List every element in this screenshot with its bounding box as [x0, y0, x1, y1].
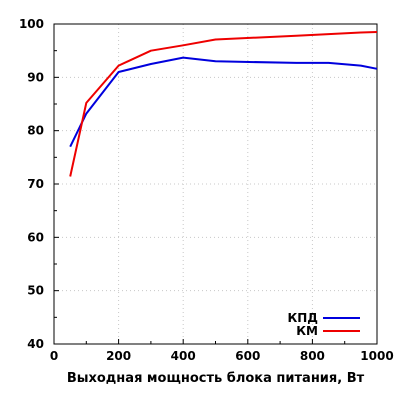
ticks — [53, 23, 378, 345]
x-tick-label: 1000 — [360, 349, 393, 363]
legend-label-2: КМ — [296, 324, 318, 338]
y-tick-label: 50 — [27, 284, 44, 298]
y-tick-label: 100 — [19, 17, 44, 31]
y-tick-label: 90 — [27, 70, 44, 84]
x-axis-title: Выходная мощность блока питания, Вт — [67, 371, 365, 386]
x-tick-label: 400 — [171, 349, 196, 363]
series — [69, 31, 378, 177]
y-tick-label: 40 — [27, 337, 44, 351]
tick-labels: 0 200 400 600 800 1000 40 50 60 70 80 90 100 — [19, 17, 394, 363]
x-tick-label: 0 — [50, 349, 58, 363]
grid — [53, 23, 378, 345]
y-tick-label: 80 — [27, 124, 44, 138]
x-tick-label: 600 — [235, 349, 260, 363]
x-tick-label: 200 — [106, 349, 131, 363]
legend-label-1: КПД — [287, 311, 318, 325]
y-tick-label: 60 — [27, 230, 44, 244]
series-line-2 — [69, 31, 378, 177]
x-tick-label: 800 — [300, 349, 325, 363]
series-line-1 — [69, 56, 378, 148]
y-tick-label: 70 — [27, 177, 44, 191]
